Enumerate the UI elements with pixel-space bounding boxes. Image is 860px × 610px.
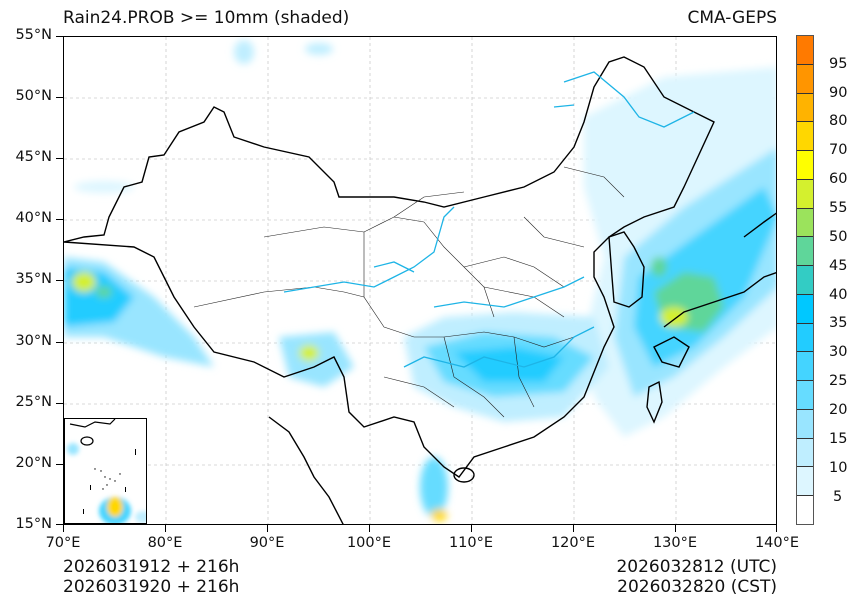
colorbar-label: 70 xyxy=(829,142,848,158)
colorbar-label: 25 xyxy=(829,373,848,389)
lat-label: 55°N xyxy=(15,27,52,43)
colorbar-segment xyxy=(797,179,813,209)
tick-mark xyxy=(56,403,63,405)
colorbar-label: 40 xyxy=(829,287,848,303)
tick-mark xyxy=(573,525,575,532)
tick-mark xyxy=(56,36,63,38)
colorbar-label: 60 xyxy=(829,171,848,187)
coastline-borders xyxy=(64,56,776,524)
colorbar-label: 45 xyxy=(829,258,848,274)
tick-mark xyxy=(56,280,63,282)
colorbar-segment xyxy=(797,438,813,468)
map-canvas xyxy=(64,37,776,524)
lat-label: 25°N xyxy=(15,394,52,410)
tick-mark xyxy=(675,525,677,532)
tick-mark xyxy=(56,97,63,99)
colorbar-label: 50 xyxy=(829,229,848,245)
tick-mark xyxy=(369,525,371,532)
colorbar-label: 35 xyxy=(829,315,848,331)
colorbar-segment xyxy=(797,352,813,382)
colorbar-segment xyxy=(797,36,813,65)
colorbar-segment xyxy=(797,496,813,525)
tick-mark xyxy=(56,524,63,526)
probability-shading xyxy=(64,40,776,521)
lon-label: 80°E xyxy=(147,535,183,551)
lat-label: 20°N xyxy=(15,455,52,471)
lat-label: 50°N xyxy=(15,88,52,104)
colorbar-label: 95 xyxy=(829,56,848,72)
valid-time-block: 2026032812 (UTC) 2026032820 (CST) xyxy=(616,557,777,597)
lat-label: 40°N xyxy=(15,210,52,226)
colorbar-segment xyxy=(797,266,813,295)
colorbar-segment xyxy=(797,381,813,410)
tick-mark xyxy=(776,525,778,532)
model-name: CMA-GEPS xyxy=(687,8,777,28)
colorbar-segment xyxy=(797,64,813,94)
tick-mark xyxy=(56,342,63,344)
lon-label: 70°E xyxy=(45,535,81,551)
colorbar-label: 15 xyxy=(829,431,848,447)
colorbar-segment xyxy=(797,122,813,152)
tick-mark xyxy=(267,525,269,532)
colorbar-label: 20 xyxy=(829,402,848,418)
colorbar-segment xyxy=(797,294,813,324)
lon-label: 90°E xyxy=(249,535,285,551)
colorbar-segment xyxy=(797,151,813,180)
colorbar-segment xyxy=(797,93,813,123)
colorbar-segment xyxy=(797,208,813,238)
colorbar-segment xyxy=(797,409,813,439)
chart-title: Rain24.PROB >= 10mm (shaded) xyxy=(63,8,350,28)
rivers xyxy=(283,71,695,368)
tick-mark xyxy=(165,525,167,532)
valid-time-utc: 2026032812 (UTC) xyxy=(616,557,777,577)
valid-time-cst: 2026032820 (CST) xyxy=(617,577,777,597)
lon-label: 100°E xyxy=(346,535,392,551)
colorbar xyxy=(796,35,814,525)
init-time-utc: 2026031912 + 216h xyxy=(63,557,240,577)
lat-label: 30°N xyxy=(15,333,52,349)
init-time-block: 2026031912 + 216h 2026031920 + 216h xyxy=(63,557,239,597)
lat-label: 15°N xyxy=(15,516,52,532)
lon-label: 120°E xyxy=(550,535,596,551)
colorbar-label: 30 xyxy=(829,344,848,360)
colorbar-segment xyxy=(797,237,813,267)
tick-mark xyxy=(471,525,473,532)
map-plot-area[interactable] xyxy=(63,36,777,525)
colorbar-segment xyxy=(797,323,813,353)
colorbar-label: 10 xyxy=(829,460,848,476)
lon-label: 140°E xyxy=(754,535,800,551)
colorbar-segment xyxy=(797,467,813,497)
lat-label: 45°N xyxy=(15,149,52,165)
lat-label: 35°N xyxy=(15,271,52,287)
colorbar-label: 80 xyxy=(829,113,848,129)
colorbar-label: 90 xyxy=(829,85,848,101)
lon-label: 130°E xyxy=(652,535,698,551)
colorbar-label: 5 xyxy=(833,489,843,505)
init-time-cst: 2026031920 + 216h xyxy=(63,577,240,597)
colorbar-label: 55 xyxy=(829,200,848,216)
south-china-sea-inset xyxy=(64,418,147,524)
tick-mark xyxy=(56,158,63,160)
tick-mark xyxy=(56,464,63,466)
lon-label: 110°E xyxy=(448,535,494,551)
tick-mark xyxy=(63,525,65,532)
tick-mark xyxy=(56,219,63,221)
